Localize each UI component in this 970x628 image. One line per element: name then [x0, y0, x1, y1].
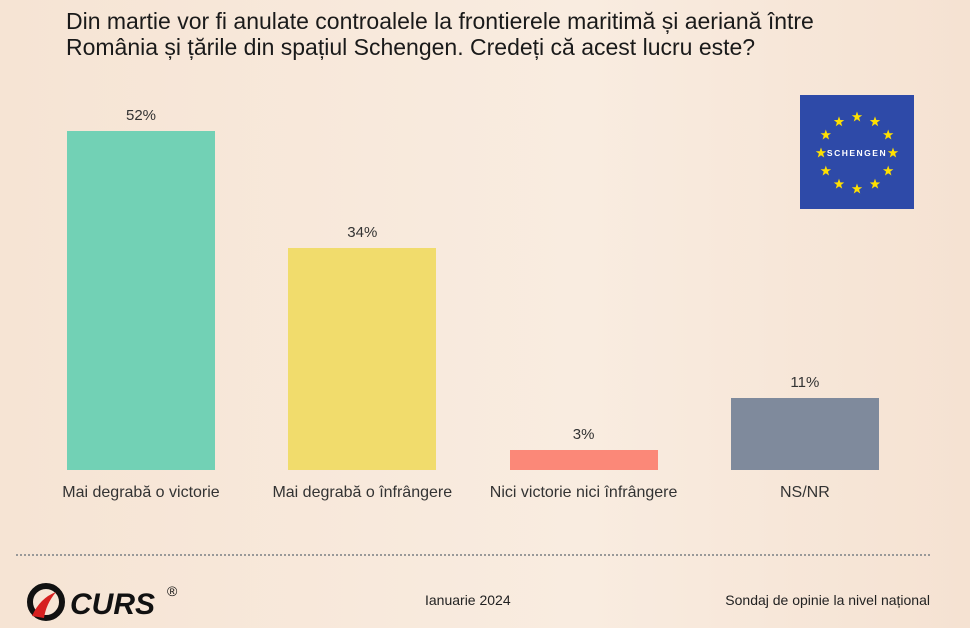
star-icon	[887, 147, 899, 158]
star-icon	[851, 111, 863, 122]
curs-logo: CURS ®	[27, 583, 178, 621]
star-icon	[851, 183, 863, 194]
bar-2	[509, 450, 658, 470]
chart-title: Din martie vor fi anulate controalele la…	[66, 8, 814, 60]
star-icon	[882, 129, 894, 140]
category-label: NS/NR	[780, 484, 830, 501]
bar-1	[288, 248, 437, 470]
svg-text:®: ®	[167, 583, 178, 599]
star-icon	[833, 116, 845, 127]
bar-chart: 52% Mai degrabă o victorie 34% Mai degrabă …	[62, 106, 879, 501]
data-label: 34%	[347, 224, 378, 242]
divider	[16, 554, 930, 556]
survey-description: Sondaj de opinie la nivel național	[725, 592, 930, 608]
bar-0	[67, 130, 215, 470]
category-label: Mai degrabă o victorie	[62, 484, 220, 501]
star-icon	[820, 165, 832, 176]
star-icon	[869, 116, 881, 127]
flag-text: SCHENGEN	[827, 148, 887, 158]
data-label: 11%	[790, 374, 820, 392]
star-icon	[820, 129, 832, 140]
svg-text:CURS: CURS	[70, 588, 155, 621]
star-icon	[833, 178, 845, 189]
star-icon	[815, 147, 827, 158]
bar-3	[730, 398, 879, 470]
schengen-flag-icon: SCHENGEN	[800, 95, 914, 209]
data-label: 3%	[572, 426, 595, 444]
star-icon	[869, 178, 881, 189]
star-icon	[882, 165, 894, 176]
category-label: Nici victorie nici înfrângere	[489, 484, 678, 501]
category-label: Mai degrabă o înfrângere	[272, 484, 453, 501]
data-label: 52%	[125, 106, 157, 124]
survey-date: Ianuarie 2024	[425, 592, 511, 608]
